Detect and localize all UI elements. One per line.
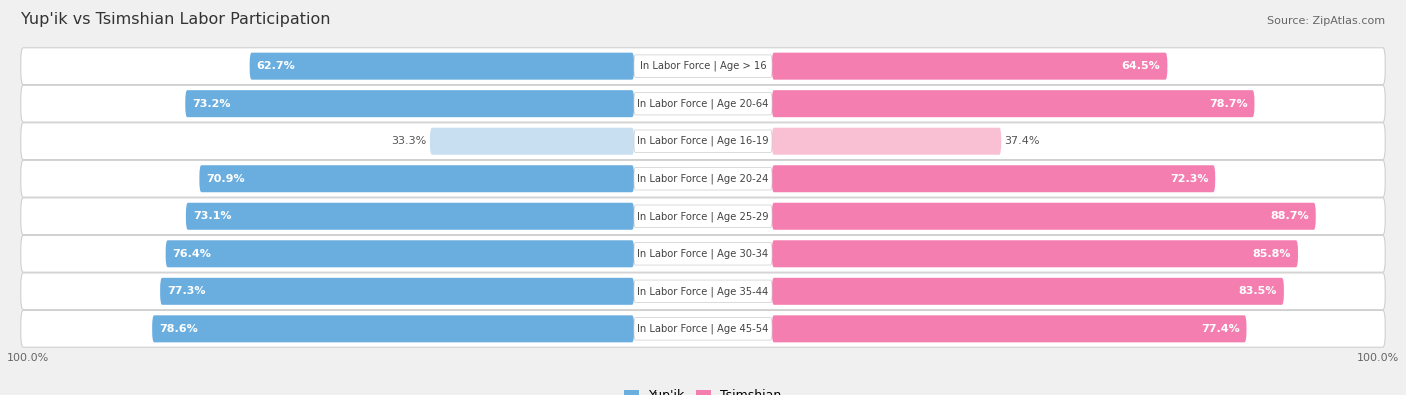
Text: 73.1%: 73.1% <box>193 211 231 221</box>
FancyBboxPatch shape <box>634 130 772 152</box>
Text: 78.6%: 78.6% <box>159 324 198 334</box>
FancyBboxPatch shape <box>200 165 634 192</box>
FancyBboxPatch shape <box>772 165 1215 192</box>
FancyBboxPatch shape <box>772 128 1001 155</box>
Text: In Labor Force | Age 16-19: In Labor Force | Age 16-19 <box>637 136 769 147</box>
Text: In Labor Force | Age 20-24: In Labor Force | Age 20-24 <box>637 173 769 184</box>
FancyBboxPatch shape <box>634 92 772 115</box>
FancyBboxPatch shape <box>21 273 1385 310</box>
FancyBboxPatch shape <box>772 53 1167 80</box>
Text: 83.5%: 83.5% <box>1239 286 1277 296</box>
Text: 64.5%: 64.5% <box>1122 61 1160 71</box>
Text: In Labor Force | Age 25-29: In Labor Force | Age 25-29 <box>637 211 769 222</box>
Text: 78.7%: 78.7% <box>1209 99 1247 109</box>
FancyBboxPatch shape <box>772 278 1284 305</box>
FancyBboxPatch shape <box>21 235 1385 272</box>
FancyBboxPatch shape <box>634 205 772 228</box>
FancyBboxPatch shape <box>160 278 634 305</box>
FancyBboxPatch shape <box>21 123 1385 160</box>
FancyBboxPatch shape <box>21 198 1385 235</box>
FancyBboxPatch shape <box>772 90 1254 117</box>
Text: 70.9%: 70.9% <box>207 174 245 184</box>
FancyBboxPatch shape <box>634 318 772 340</box>
Text: Yup'ik vs Tsimshian Labor Participation: Yup'ik vs Tsimshian Labor Participation <box>21 12 330 27</box>
FancyBboxPatch shape <box>21 310 1385 347</box>
Text: 77.3%: 77.3% <box>167 286 205 296</box>
FancyBboxPatch shape <box>772 240 1298 267</box>
Text: 77.4%: 77.4% <box>1201 324 1240 334</box>
Text: In Labor Force | Age 30-34: In Labor Force | Age 30-34 <box>637 248 769 259</box>
FancyBboxPatch shape <box>772 203 1316 230</box>
Text: 73.2%: 73.2% <box>193 99 231 109</box>
FancyBboxPatch shape <box>21 85 1385 122</box>
Text: 37.4%: 37.4% <box>1005 136 1040 146</box>
Text: 62.7%: 62.7% <box>256 61 295 71</box>
FancyBboxPatch shape <box>634 55 772 77</box>
Text: In Labor Force | Age 20-64: In Labor Force | Age 20-64 <box>637 98 769 109</box>
FancyBboxPatch shape <box>250 53 634 80</box>
Text: In Labor Force | Age 35-44: In Labor Force | Age 35-44 <box>637 286 769 297</box>
Text: In Labor Force | Age > 16: In Labor Force | Age > 16 <box>640 61 766 71</box>
FancyBboxPatch shape <box>21 160 1385 197</box>
FancyBboxPatch shape <box>634 167 772 190</box>
Text: 85.8%: 85.8% <box>1253 249 1291 259</box>
FancyBboxPatch shape <box>186 90 634 117</box>
FancyBboxPatch shape <box>634 280 772 303</box>
Text: Source: ZipAtlas.com: Source: ZipAtlas.com <box>1267 16 1385 26</box>
FancyBboxPatch shape <box>166 240 634 267</box>
FancyBboxPatch shape <box>186 203 634 230</box>
FancyBboxPatch shape <box>430 128 634 155</box>
FancyBboxPatch shape <box>152 315 634 342</box>
Text: 76.4%: 76.4% <box>173 249 211 259</box>
FancyBboxPatch shape <box>634 243 772 265</box>
FancyBboxPatch shape <box>772 315 1247 342</box>
FancyBboxPatch shape <box>21 48 1385 85</box>
Legend: Yup'ik, Tsimshian: Yup'ik, Tsimshian <box>619 384 787 395</box>
Text: 33.3%: 33.3% <box>391 136 426 146</box>
Text: In Labor Force | Age 45-54: In Labor Force | Age 45-54 <box>637 324 769 334</box>
Text: 88.7%: 88.7% <box>1270 211 1309 221</box>
Text: 72.3%: 72.3% <box>1170 174 1208 184</box>
